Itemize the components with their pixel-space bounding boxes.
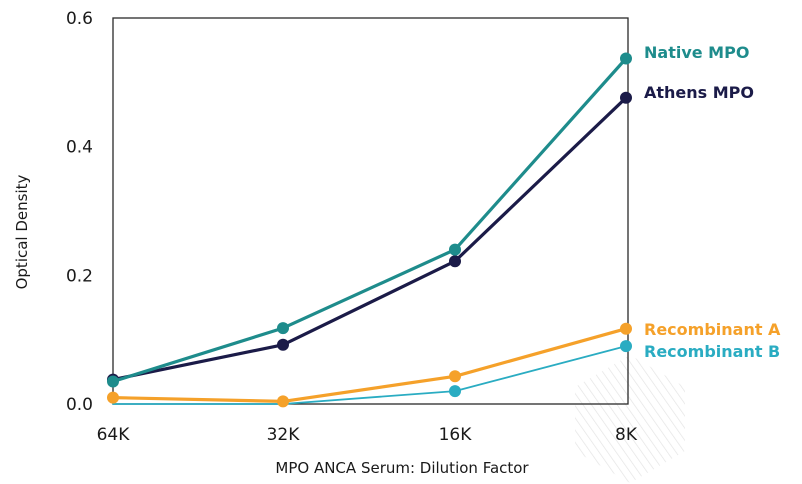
data-point bbox=[620, 52, 632, 65]
data-point bbox=[107, 375, 119, 388]
x-axis: 64K 32K 16K 8K bbox=[97, 425, 638, 445]
data-point bbox=[277, 395, 289, 408]
legend-label: Athens MPO bbox=[644, 83, 754, 102]
x-tick-label: 8K bbox=[615, 425, 638, 445]
series-athens-mpo bbox=[107, 91, 632, 386]
y-tick-label: 0.6 bbox=[66, 9, 93, 29]
legend: Native MPO Athens MPO Recombinant A Recombi… bbox=[644, 43, 781, 361]
x-tick-label: 64K bbox=[97, 425, 131, 445]
data-point bbox=[449, 370, 461, 383]
y-axis-title: Optical Density bbox=[13, 174, 31, 289]
y-axis: 0.0 0.2 0.4 0.6 bbox=[66, 9, 93, 415]
legend-label: Native MPO bbox=[644, 43, 749, 62]
data-point bbox=[449, 243, 461, 256]
x-tick-label: 32K bbox=[267, 425, 301, 445]
series-recombinant-a bbox=[107, 322, 632, 408]
data-point bbox=[620, 91, 632, 104]
data-point bbox=[107, 391, 119, 404]
plot-frame bbox=[112, 17, 629, 405]
series-line bbox=[112, 345, 627, 405]
legend-label: Recombinant A bbox=[644, 320, 781, 339]
series-layer bbox=[107, 52, 632, 408]
x-tick-label: 16K bbox=[439, 425, 473, 445]
data-point bbox=[277, 338, 289, 351]
y-tick-label: 0.2 bbox=[66, 266, 93, 286]
series-line bbox=[111, 96, 628, 382]
series-native-mpo bbox=[107, 52, 632, 388]
data-point bbox=[277, 322, 289, 335]
series-line bbox=[111, 56, 628, 384]
y-tick-label: 0.0 bbox=[66, 395, 93, 415]
decorative-hexagon bbox=[575, 355, 685, 483]
data-point bbox=[449, 385, 461, 398]
data-point bbox=[620, 322, 632, 335]
data-point bbox=[620, 340, 632, 353]
legend-label: Recombinant B bbox=[644, 342, 780, 361]
y-tick-label: 0.4 bbox=[66, 138, 93, 158]
series-recombinant-b bbox=[112, 340, 632, 405]
data-point bbox=[449, 255, 461, 268]
x-axis-title: MPO ANCA Serum: Dilution Factor bbox=[275, 459, 529, 477]
series-line bbox=[111, 327, 628, 403]
